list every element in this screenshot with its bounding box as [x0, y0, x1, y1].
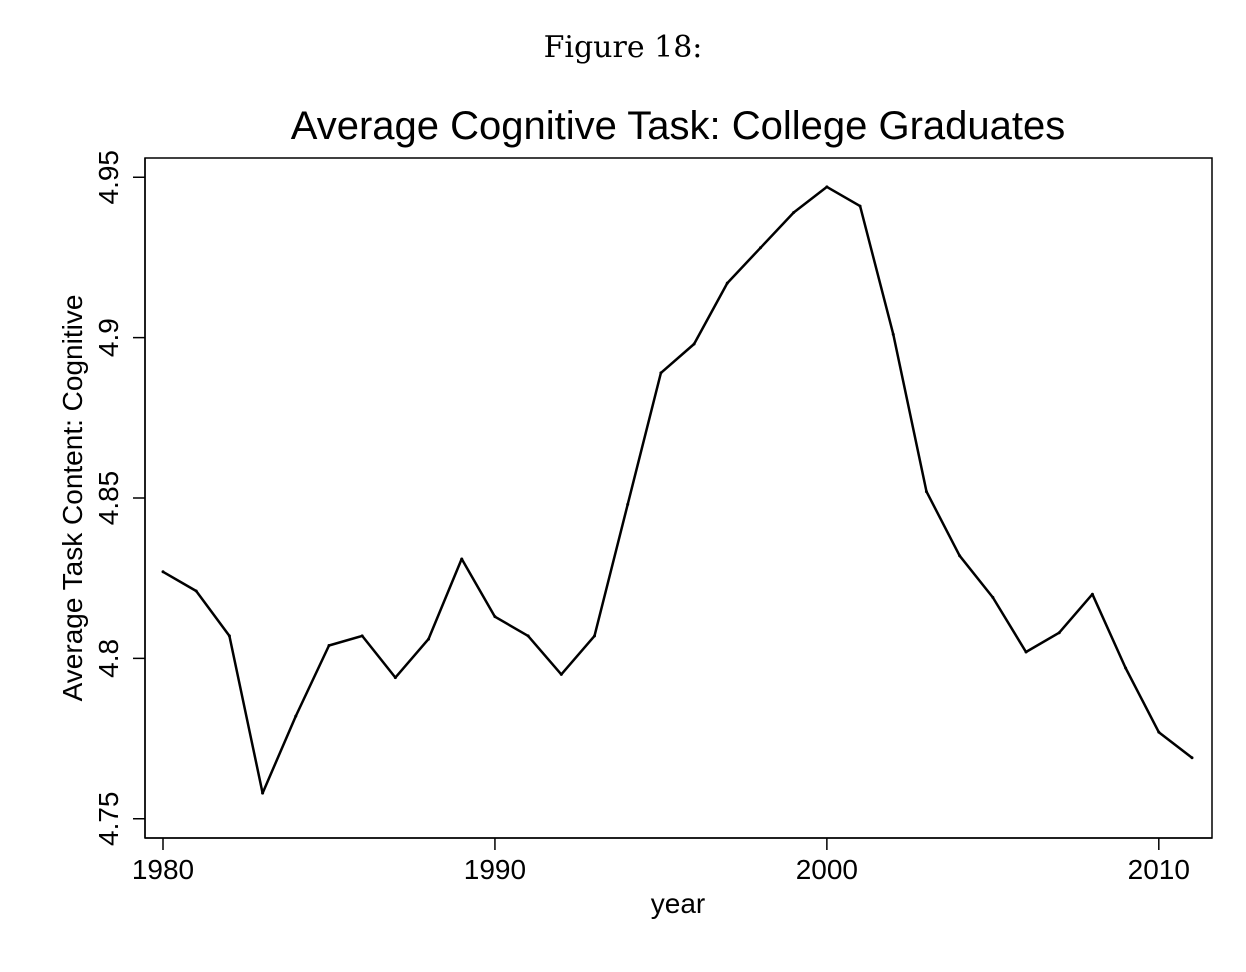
- data-point: [427, 637, 431, 641]
- data-point: [626, 502, 630, 506]
- data-point: [991, 595, 995, 599]
- data-point: [393, 676, 397, 680]
- x-tick-label: 2000: [796, 854, 858, 885]
- y-tick-label: 4.75: [93, 792, 124, 847]
- y-axis-ticks: 4.75 4.8 4.85 4.9 4.95: [93, 150, 145, 846]
- data-point: [891, 332, 895, 336]
- x-axis-label: year: [651, 888, 705, 919]
- data-point: [194, 589, 198, 593]
- y-tick-label: 4.9: [93, 318, 124, 357]
- data-point: [1057, 631, 1061, 635]
- data-point: [526, 634, 530, 638]
- x-axis-ticks: 1980 1990 2000 2010: [132, 838, 1190, 885]
- data-point: [692, 342, 696, 346]
- data-point: [825, 185, 829, 189]
- data-point: [924, 490, 928, 494]
- data-point: [493, 615, 497, 619]
- data-point: [858, 204, 862, 208]
- data-point: [1024, 650, 1028, 654]
- data-point: [792, 211, 796, 215]
- data-point: [294, 714, 298, 718]
- data-point: [1124, 666, 1128, 670]
- y-tick-label: 4.95: [93, 150, 124, 205]
- chart-title: Average Cognitive Task: College Graduate…: [291, 104, 1066, 148]
- figure-caption: Figure 18:: [543, 30, 703, 65]
- data-point: [261, 791, 265, 795]
- series-line: [162, 185, 1193, 795]
- y-axis-label: Average Task Content: Cognitive: [57, 295, 88, 702]
- x-tick-label: 1980: [132, 854, 194, 885]
- series-group: [161, 185, 1194, 795]
- data-point: [227, 634, 231, 638]
- y-tick-label: 4.8: [93, 639, 124, 678]
- data-point: [360, 634, 364, 638]
- data-point: [1157, 730, 1161, 734]
- data-point: [725, 281, 729, 285]
- data-point: [1090, 592, 1094, 596]
- data-point: [559, 672, 563, 676]
- data-point: [659, 371, 663, 375]
- data-point: [758, 246, 762, 250]
- data-point: [460, 557, 464, 561]
- plot-frame: [144, 157, 1213, 839]
- data-point: [161, 570, 165, 574]
- y-tick-label: 4.85: [93, 471, 124, 526]
- data-point: [1190, 756, 1194, 760]
- x-tick-label: 1990: [464, 854, 526, 885]
- x-tick-label: 2010: [1128, 854, 1190, 885]
- data-point: [593, 634, 597, 638]
- data-point: [958, 554, 962, 558]
- data-point: [327, 644, 331, 648]
